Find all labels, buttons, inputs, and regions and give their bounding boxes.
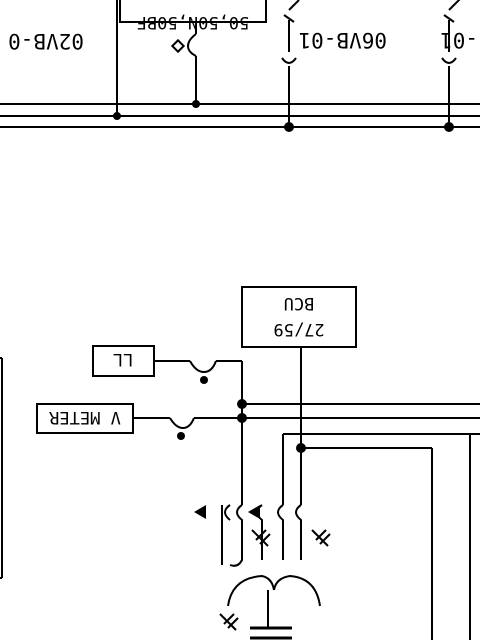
winding-1-arc [224, 504, 231, 521]
earth-2-stroke-a [311, 529, 329, 547]
junction-dot-secondary-lower [237, 413, 247, 423]
secondary-winding-4 [295, 504, 302, 560]
earth-1-stroke-a [251, 529, 269, 547]
earth-3-stroke-a [219, 613, 237, 631]
junction-dot-breaker-link [192, 100, 200, 108]
secondary-winding-3 [277, 504, 284, 560]
breaker-link-hook [186, 33, 197, 57]
diamond-icon [170, 38, 186, 54]
earth-2-stroke-c [319, 533, 331, 545]
breaker-label-text: 50,50N,50BF [137, 12, 250, 32]
bcu-relay-label-top: BCU [284, 293, 315, 313]
bay-label-mid: 06VB-01 [298, 28, 387, 52]
vmeter-box: V METER [36, 403, 134, 434]
winding-2-polarity-icon [248, 505, 260, 519]
bay-mid-switch-tick [283, 14, 295, 23]
breaker-label-frame [119, 0, 267, 23]
vmeter-connection [133, 417, 480, 440]
vmeter-link-hook [169, 417, 195, 430]
earth-3-stroke-b [223, 613, 235, 625]
breaker-label-box: 50,50N,50BF [119, 0, 267, 32]
vmeter-link-dot [177, 432, 185, 440]
winding-1-coil [229, 504, 243, 567]
winding-1-polarity-icon [194, 505, 206, 519]
bay-mid-cup [281, 57, 297, 64]
earth-symbol-1 [251, 529, 271, 547]
winding-4-coil [295, 504, 302, 560]
bay-mid-switch-blade [288, 0, 300, 11]
bay-right-group: -01 [440, 0, 478, 132]
bcu-relay-box: BCU 27/59 [241, 286, 357, 348]
secondary-winding-1 [194, 504, 243, 567]
bay-label-left: 02VB-0 [8, 29, 84, 53]
ll-box-label: LL [113, 349, 133, 369]
ll-connection [154, 360, 243, 505]
bay-mid-group: 06VB-01 [281, 0, 387, 132]
bcu-relay-label-bottom: 27/59 [273, 319, 324, 339]
bay-right-switch-blade [448, 0, 461, 11]
winding-3-coil [277, 504, 284, 560]
vt-primary-right-arc [273, 574, 321, 607]
bcu-relay-frame [241, 286, 357, 348]
earth-1-stroke-c [259, 533, 271, 545]
busbar-group [0, 103, 480, 128]
earth-symbol-3 [219, 613, 239, 631]
bay-right-switch-tick [443, 14, 455, 23]
voltage-transformer [227, 574, 321, 640]
earth-2-stroke-b [315, 529, 327, 541]
secondary-winding-2 [248, 504, 263, 560]
earth-3-stroke-c [227, 617, 239, 629]
ll-box: LL [92, 345, 155, 377]
bay-label-right: -01 [440, 28, 478, 52]
vmeter-box-label: V METER [48, 407, 120, 427]
breaker-link [170, 22, 200, 108]
ll-link-hook [189, 360, 217, 374]
earth-symbol-2 [311, 529, 331, 547]
junction-dot-bay-mid [284, 122, 294, 132]
vt-primary-left-arc [227, 574, 275, 607]
bay-right-cup [441, 57, 457, 64]
junction-dot-feeder-left [113, 112, 121, 120]
earth-1-stroke-b [255, 529, 267, 541]
bcu-feed [282, 347, 480, 640]
junction-dot-bay-right [444, 122, 454, 132]
ll-link-dot [200, 376, 208, 384]
junction-dot-secondary-upper [237, 399, 247, 409]
